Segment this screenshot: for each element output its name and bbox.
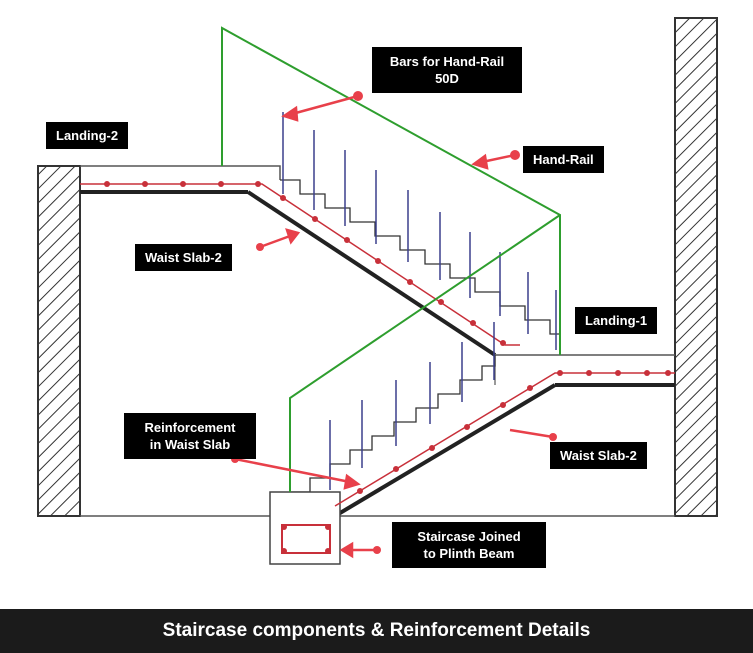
plinth-beam-label: Staircase Joined to Plinth Beam [392, 522, 546, 568]
plinth-beam-reinforcement [281, 524, 331, 554]
bars-hand-rail-line1: Bars for Hand-Rail [389, 54, 505, 69]
reinforcement-landing-2 [80, 183, 520, 346]
reinforcement-landing-1 [334, 372, 675, 507]
caption-text: Staircase components & Reinforcement Det… [162, 620, 591, 641]
reinforcement-line2: in Waist Slab [149, 437, 231, 452]
waist-slab-lower-label: Waist Slab-2 [550, 442, 647, 469]
waist-slab-upper-label: Waist Slab-2 [135, 244, 232, 271]
caption-bar: Staircase components & Reinforcement Det… [0, 609, 753, 653]
reinforcement-line1: Reinforcement [144, 420, 236, 435]
plinth-line2: to Plinth Beam [423, 546, 515, 561]
bars-hand-rail-line2: 50D [435, 71, 459, 86]
hand-rail [221, 26, 561, 355]
landing-2-slab [80, 165, 281, 180]
staircase-diagram [37, 17, 718, 565]
plinth-line1: Staircase Joined [417, 529, 521, 544]
landing-1-label: Landing-1 [575, 307, 658, 334]
landing-2-label: Landing-2 [46, 122, 129, 149]
left-wall [37, 165, 81, 517]
upper-waist-slab-soffit [246, 190, 497, 357]
reinforcement-bar-dots [104, 181, 671, 494]
hand-rail-label: Hand-Rail [523, 146, 604, 173]
bars-hand-rail-label: Bars for Hand-Rail 50D [372, 47, 522, 93]
right-wall [674, 17, 718, 517]
reinforcement-label: Reinforcement in Waist Slab [124, 413, 256, 459]
lower-waist-slab-soffit [333, 383, 557, 518]
hand-rail-bars [282, 112, 557, 490]
hand-rail-lower [289, 214, 561, 492]
upper-flight-steps [280, 179, 561, 355]
callout-arrows [231, 91, 557, 559]
